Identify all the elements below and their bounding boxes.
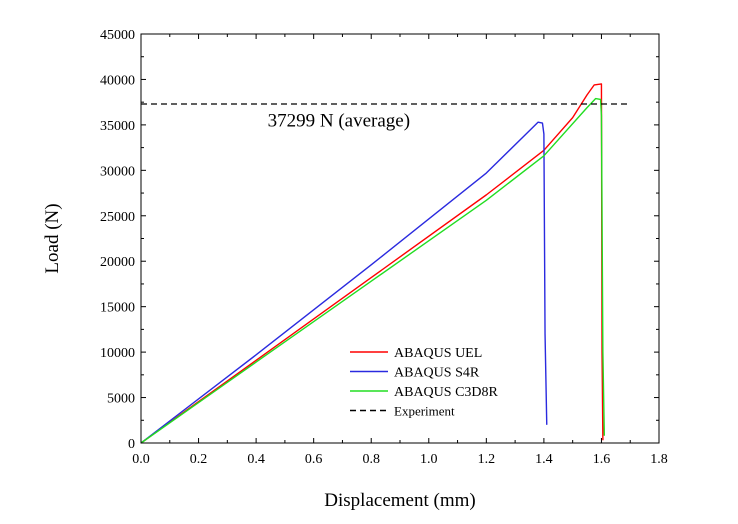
series-line-abaqus-c3d8r [140,97,606,444]
y-tick-label: 5000 [107,392,135,407]
y-tick-label: 35000 [100,119,135,134]
y-tick-label: 0 [128,437,135,452]
legend-label: Experiment [394,404,455,419]
x-tick-label: 0.2 [190,452,208,467]
x-tick-label: 1.8 [650,452,668,467]
x-tick-label: 0.6 [305,452,323,467]
legend-label: ABAQUS C3D8R [394,385,499,400]
y-tick-label: 15000 [100,301,135,316]
x-tick-label: 0.4 [247,452,265,467]
x-tick-label: 1.4 [535,452,553,467]
legend-label: ABAQUS UEL [394,346,482,361]
x-axis-label: Displacement (mm) [324,490,475,511]
y-tick-label: 45000 [100,28,135,43]
y-tick-label: 40000 [100,73,135,88]
series-line-abaqus-s4r [140,121,548,444]
y-tick-label: 30000 [100,164,135,179]
x-tick-label: 0.0 [132,452,150,467]
legend-label: ABAQUS S4R [394,366,480,381]
average-load-annotation: 37299 N (average) [268,111,410,132]
plot-frame [140,33,660,444]
x-tick-label: 1.0 [420,452,438,467]
y-tick-label: 10000 [100,346,135,361]
x-tick-label: 1.6 [593,452,611,467]
y-axis-label: Load (N) [42,203,63,273]
y-tick-label: 25000 [100,210,135,225]
x-tick-label: 0.8 [362,452,380,467]
y-tick-label: 20000 [100,255,135,270]
x-tick-label: 1.2 [478,452,496,467]
